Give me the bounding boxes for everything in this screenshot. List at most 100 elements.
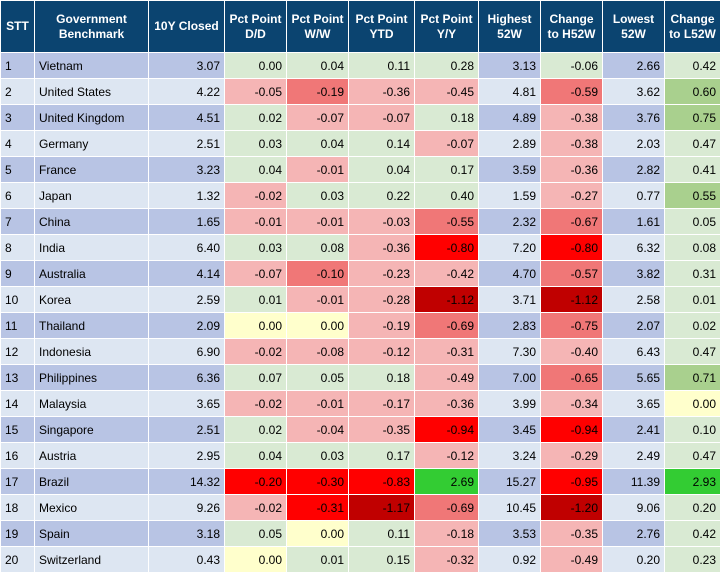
table-row[interactable]: 11 Thailand 2.09 0.00 0.00 -0.19 -0.69 2.83 -0.7… <box>0 312 720 339</box>
lowest-52w: 2.49 <box>602 442 665 469</box>
highest-52w: 4.89 <box>478 104 541 131</box>
col-header-10y-closed[interactable]: 10Y Closed <box>148 0 225 53</box>
lowest-52w: 3.82 <box>602 260 665 287</box>
row-number: 3 <box>0 104 35 131</box>
table-row[interactable]: 6 Japan 1.32 -0.02 0.03 0.22 0.40 1.59 -0.27 0.77… <box>0 182 720 209</box>
table-row[interactable]: 3 United Kingdom 4.51 0.02 -0.07 -0.07 0.18 4.8… <box>0 104 720 131</box>
change-to-h52w: -0.75 <box>540 312 603 339</box>
highest-52w: 3.24 <box>478 442 541 469</box>
col-header-pct-ytd[interactable]: Pct Point YTD <box>348 0 415 53</box>
table-row[interactable]: 15 Singapore 2.51 0.02 -0.04 -0.35 -0.94 3.45 -0… <box>0 416 720 443</box>
table-row[interactable]: 4 Germany 2.51 0.03 0.04 0.14 -0.07 2.89 -0.38 2.… <box>0 130 720 157</box>
table-row[interactable]: 10 Korea 2.59 0.01 -0.01 -0.28 -1.12 3.71 -1.12 2… <box>0 286 720 313</box>
row-number: 2 <box>0 78 35 105</box>
change-to-l52w: 0.23 <box>664 546 720 573</box>
pct-point-dd: -0.01 <box>224 208 287 235</box>
pct-point-yy: -0.69 <box>414 494 479 521</box>
table-row[interactable]: 19 Spain 3.18 0.05 0.00 0.11 -0.18 3.53 -0.35 2.7… <box>0 520 720 547</box>
pct-point-ytd: -0.36 <box>348 78 415 105</box>
change-to-l52w: 0.47 <box>664 442 720 469</box>
table-row[interactable]: 12 Indonesia 6.90 -0.02 -0.08 -0.12 -0.31 7.30-… <box>0 338 720 365</box>
pct-point-ytd: 0.11 <box>348 520 415 547</box>
pct-point-ww: -0.01 <box>286 156 349 183</box>
pct-point-ytd: -0.35 <box>348 416 415 443</box>
yield-10y-closed: 3.07 <box>148 52 225 79</box>
pct-point-ww: -0.08 <box>286 338 349 365</box>
country-name: Thailand <box>34 312 149 339</box>
pct-point-yy: -0.49 <box>414 364 479 391</box>
country-name: Philippines <box>34 364 149 391</box>
lowest-52w: 3.65 <box>602 390 665 417</box>
header-row: STT Government Benchmark 10Y Closed Pct … <box>0 0 720 53</box>
col-header-pct-ww[interactable]: Pct Point W/W <box>286 0 349 53</box>
table-row[interactable]: 7 China 1.65 -0.01 -0.01 -0.03 -0.55 2.32 -0.67 1… <box>0 208 720 235</box>
col-header-stt[interactable]: STT <box>0 0 35 53</box>
col-header-highest-52w[interactable]: Highest 52W <box>478 0 541 53</box>
pct-point-yy: -0.07 <box>414 130 479 157</box>
change-to-h52w: -1.12 <box>540 286 603 313</box>
lowest-52w: 5.65 <box>602 364 665 391</box>
pct-point-ww: 0.03 <box>286 442 349 469</box>
change-to-l52w: 0.71 <box>664 364 720 391</box>
change-to-h52w: -0.38 <box>540 104 603 131</box>
yield-10y-closed: 1.65 <box>148 208 225 235</box>
table-row[interactable]: 17 Brazil 14.32 -0.20 -0.30 -0.83 2.69 15.27 -0.… <box>0 468 720 495</box>
table-row[interactable]: 9 Australia 4.14 -0.07 -0.10 -0.23 -0.42 4.70 -0… <box>0 260 720 287</box>
row-number: 19 <box>0 520 35 547</box>
table-row[interactable]: 20 Switzerland 0.43 0.00 0.01 0.15 -0.32 0.92 -0… <box>0 546 720 573</box>
table-row[interactable]: 8 India 6.40 0.03 0.08 -0.36 -0.80 7.20 -0.80 6.3… <box>0 234 720 261</box>
col-header-change-l52w[interactable]: Change to L52W <box>664 0 720 53</box>
pct-point-yy: -0.80 <box>414 234 479 261</box>
pct-point-dd: 0.05 <box>224 520 287 547</box>
pct-point-yy: -0.32 <box>414 546 479 573</box>
lowest-52w: 3.62 <box>602 78 665 105</box>
yield-10y-closed: 2.59 <box>148 286 225 313</box>
col-header-pct-yy[interactable]: Pct Point Y/Y <box>414 0 479 53</box>
table-row[interactable]: 14 Malaysia 3.65 -0.02 -0.01 -0.17 -0.36 3.99 -0… <box>0 390 720 417</box>
col-header-pct-dd[interactable]: Pct Point D/D <box>224 0 287 53</box>
row-number: 17 <box>0 468 35 495</box>
pct-point-yy: 0.40 <box>414 182 479 209</box>
table-row[interactable]: 16 Austria 2.95 0.04 0.03 0.17 -0.12 3.24 -0.29 2… <box>0 442 720 469</box>
col-header-lowest-52w[interactable]: Lowest 52W <box>602 0 665 53</box>
yield-10y-closed: 2.95 <box>148 442 225 469</box>
country-name: United States <box>34 78 149 105</box>
table-row[interactable]: 13 Philippines 6.36 0.07 0.05 0.18 -0.49 7.00 -0… <box>0 364 720 391</box>
pct-point-ww: -0.01 <box>286 390 349 417</box>
row-number: 6 <box>0 182 35 209</box>
pct-point-yy: 0.28 <box>414 52 479 79</box>
country-name: Mexico <box>34 494 149 521</box>
table-row[interactable]: 1 Vietnam 3.07 0.00 0.04 0.11 0.28 3.13 -0.06 2.6… <box>0 52 720 79</box>
row-number: 7 <box>0 208 35 235</box>
pct-point-ytd: -1.17 <box>348 494 415 521</box>
lowest-52w: 1.61 <box>602 208 665 235</box>
yield-10y-closed: 3.65 <box>148 390 225 417</box>
pct-point-ytd: -0.03 <box>348 208 415 235</box>
pct-point-dd: 0.03 <box>224 130 287 157</box>
country-name: Indonesia <box>34 338 149 365</box>
pct-point-ww: -0.04 <box>286 416 349 443</box>
change-to-h52w: -0.38 <box>540 130 603 157</box>
table-row[interactable]: 18 Mexico 9.26 -0.02 -0.31 -1.17 -0.69 10.45 -1.… <box>0 494 720 521</box>
highest-52w: 3.99 <box>478 390 541 417</box>
table-row[interactable]: 5 France 3.23 0.04 -0.01 0.04 0.17 3.59 -0.36 2.8… <box>0 156 720 183</box>
lowest-52w: 6.32 <box>602 234 665 261</box>
table-row[interactable]: 2 United States 4.22 -0.05 -0.19 -0.36 -0.45 4.… <box>0 78 720 105</box>
col-header-benchmark[interactable]: Government Benchmark <box>34 0 149 53</box>
col-header-change-h52w[interactable]: Change to H52W <box>540 0 603 53</box>
pct-point-ww: -0.30 <box>286 468 349 495</box>
row-number: 11 <box>0 312 35 339</box>
lowest-52w: 2.58 <box>602 286 665 313</box>
row-number: 8 <box>0 234 35 261</box>
pct-point-ww: -0.19 <box>286 78 349 105</box>
pct-point-ytd: -0.12 <box>348 338 415 365</box>
pct-point-dd: 0.03 <box>224 234 287 261</box>
yield-10y-closed: 2.51 <box>148 416 225 443</box>
highest-52w: 15.27 <box>478 468 541 495</box>
yield-10y-closed: 4.14 <box>148 260 225 287</box>
yield-10y-closed: 3.23 <box>148 156 225 183</box>
lowest-52w: 2.07 <box>602 312 665 339</box>
change-to-h52w: -0.06 <box>540 52 603 79</box>
highest-52w: 0.92 <box>478 546 541 573</box>
pct-point-yy: -0.12 <box>414 442 479 469</box>
